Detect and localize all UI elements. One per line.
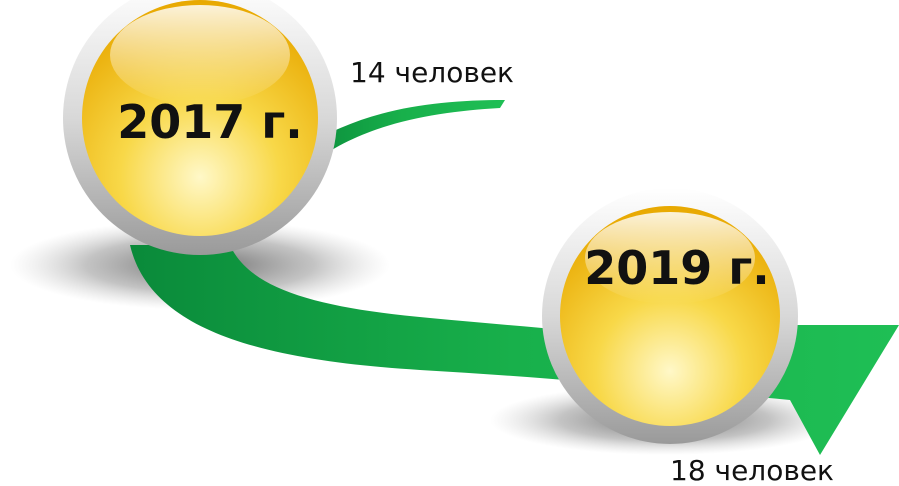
node-label: 2017 г. [117,95,303,149]
node: 2019 г. [542,188,798,444]
node-caption: 18 человек [670,454,834,486]
arrow-main [130,245,899,455]
arrow-upper [300,100,505,165]
node-gloss [585,212,755,304]
node-gloss [110,5,290,105]
node: 2017 г. [63,0,337,255]
node-label: 2019 г. [584,241,770,295]
node-caption: 14 человек [350,56,514,89]
